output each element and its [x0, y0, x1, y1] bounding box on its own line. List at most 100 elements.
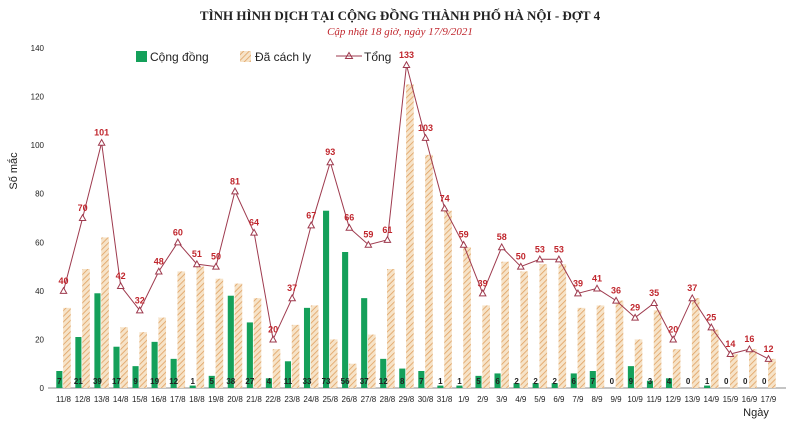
total-data-label: 74 — [440, 193, 450, 203]
bar-quarantine — [139, 332, 147, 388]
bar-quarantine — [120, 327, 128, 388]
total-data-label: 16 — [744, 334, 754, 344]
community-data-label: 6 — [495, 377, 500, 386]
bar-quarantine — [215, 278, 224, 388]
community-data-label: 6 — [572, 377, 577, 386]
bar-community — [532, 383, 539, 388]
total-marker — [154, 267, 163, 275]
bar-community — [284, 361, 292, 388]
total-marker — [288, 293, 297, 302]
total-marker — [669, 335, 678, 343]
legend-swatch-quarantine — [240, 51, 251, 62]
y-tick-label: 0 — [40, 384, 45, 393]
total-data-label: 20 — [268, 324, 278, 334]
community-data-label: 56 — [341, 377, 350, 386]
community-data-label: 12 — [379, 377, 388, 386]
bar-quarantine — [710, 329, 719, 388]
bar-quarantine — [520, 271, 529, 388]
x-tick-label: 15/8 — [132, 395, 148, 404]
legend-label-community: Cộng đồng — [150, 50, 209, 64]
total-marker — [745, 344, 754, 353]
community-data-label: 4 — [267, 377, 272, 386]
bar-quarantine — [768, 358, 776, 388]
total-data-label: 70 — [78, 203, 88, 213]
total-data-label: 36 — [611, 286, 621, 296]
x-tick-label: 2/9 — [477, 395, 489, 404]
x-tick-label: 26/8 — [342, 395, 358, 404]
community-data-label: 2 — [533, 377, 538, 386]
total-marker — [211, 262, 220, 270]
bar-community — [246, 322, 253, 388]
total-marker — [364, 240, 373, 248]
bar-quarantine — [177, 271, 186, 388]
bar-community — [551, 383, 558, 388]
bar-quarantine — [653, 310, 662, 388]
x-tick-label: 31/8 — [437, 395, 453, 404]
x-tick-label: 13/9 — [684, 395, 700, 404]
total-data-label: 51 — [192, 249, 202, 259]
chart-title: TÌNH HÌNH DỊCH TẠI CỘNG ĐỒNG THÀNH PHỐ H… — [200, 8, 601, 23]
bar-quarantine — [539, 264, 548, 388]
bar-quarantine — [558, 264, 567, 388]
total-data-label: 66 — [344, 213, 354, 223]
total-marker — [135, 306, 144, 314]
community-data-label: 2 — [514, 377, 519, 386]
community-data-label: 5 — [210, 377, 215, 386]
community-data-label: 0 — [762, 377, 767, 386]
community-data-label: 12 — [169, 377, 178, 386]
total-marker — [688, 293, 697, 302]
x-tick-label: 14/8 — [113, 395, 129, 404]
bar-community — [665, 378, 673, 388]
total-marker — [726, 349, 735, 358]
bar-community — [589, 371, 596, 388]
total-marker — [497, 242, 506, 251]
bars: 7 21 39 17 9 19 12 1 5 38 27 4 11 33 73 56 37 12 8 7 1 1 5 6 2 2 2… — [56, 84, 776, 388]
bar-quarantine — [291, 324, 300, 388]
community-data-label: 17 — [112, 377, 121, 386]
community-data-label: 19 — [150, 377, 159, 386]
community-data-label: 1 — [457, 377, 462, 386]
total-marker — [402, 60, 411, 69]
total-marker — [554, 255, 563, 263]
total-marker — [97, 138, 106, 146]
total-marker — [421, 133, 430, 141]
y-tick-label: 20 — [35, 335, 44, 344]
total-marker — [478, 289, 487, 297]
x-tick-label: 15/9 — [723, 395, 739, 404]
bar-quarantine — [463, 247, 471, 388]
total-data-label: 53 — [554, 244, 564, 254]
legend: Cộng đồng Đã cách ly Tổng — [136, 50, 391, 64]
bar-quarantine — [501, 261, 509, 388]
bar-community — [151, 341, 158, 388]
x-tick-label: 29/8 — [399, 395, 415, 404]
x-tick-label: 13/8 — [94, 395, 110, 404]
x-tick-label: 12/8 — [75, 395, 91, 404]
total-data-label: 39 — [573, 278, 583, 288]
x-tick-label: 16/8 — [151, 395, 167, 404]
bar-community — [94, 293, 101, 388]
x-axis-title: Ngày — [743, 407, 769, 419]
community-data-label: 7 — [57, 377, 62, 386]
chart-subtitle: Cập nhật 18 giờ, ngày 17/9/2021 — [327, 26, 473, 38]
bar-community — [75, 337, 82, 388]
bar-community — [437, 385, 444, 388]
total-data-label: 32 — [135, 295, 145, 305]
total-series: 40 70 101 42 32 48 60 51 50 81 64 20 37 67 93 66 59 61 133… — [59, 50, 773, 362]
community-data-label: 0 — [743, 377, 748, 386]
total-data-label: 41 — [592, 273, 602, 283]
x-tick-label: 20/8 — [227, 395, 243, 404]
total-data-label: 50 — [211, 252, 221, 262]
total-data-label: 39 — [478, 278, 488, 288]
total-marker — [440, 204, 449, 212]
community-data-label: 3 — [648, 377, 653, 386]
x-tick-label: 16/9 — [742, 395, 758, 404]
bar-community — [342, 252, 349, 388]
bar-quarantine — [749, 349, 757, 388]
bar-community — [265, 378, 272, 388]
legend-swatch-total-marker — [344, 51, 354, 59]
community-data-label: 7 — [419, 377, 424, 386]
community-data-label: 37 — [360, 377, 369, 386]
total-marker — [230, 187, 240, 195]
total-marker — [764, 354, 773, 362]
bar-community — [132, 366, 139, 388]
